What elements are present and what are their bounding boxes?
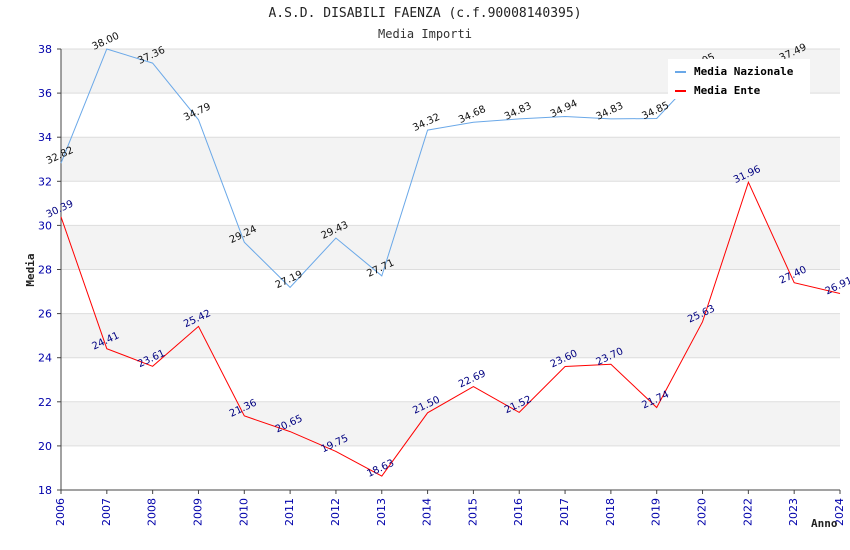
x-tick-label: 2009 xyxy=(191,498,204,526)
grid-band xyxy=(61,401,840,446)
y-tick-label: 18 xyxy=(38,484,52,497)
y-tick-label: 24 xyxy=(38,352,52,365)
y-axis-label: Media xyxy=(24,253,37,286)
x-tick-label: 2019 xyxy=(650,498,663,526)
x-tick-label: 2024 xyxy=(833,498,846,526)
y-tick-label: 34 xyxy=(38,131,52,144)
grid-band xyxy=(61,313,840,358)
x-tick-label: 2008 xyxy=(146,498,159,526)
y-tick-label: 32 xyxy=(38,175,52,188)
y-tick-label: 38 xyxy=(38,43,52,56)
x-tick-label: 2014 xyxy=(421,498,434,526)
x-tick-label: 2018 xyxy=(604,498,617,526)
x-tick-label: 2015 xyxy=(466,498,479,526)
x-tick-label: 2022 xyxy=(741,498,754,526)
series-lines xyxy=(60,49,841,477)
legend: Media Nazionale Media Ente xyxy=(668,59,810,99)
x-tick-label: 2016 xyxy=(512,498,525,526)
x-axis-label: Anno xyxy=(811,517,838,530)
data-label: 18.63 xyxy=(365,458,396,480)
y-tick-label: 26 xyxy=(38,308,52,321)
grid-band xyxy=(61,137,840,182)
series-line-ente xyxy=(60,180,841,477)
grid-band xyxy=(61,225,840,270)
chart-title: A.S.D. DISABILI FAENZA (c.f.90008140395) xyxy=(268,6,582,21)
data-label: 34.32 xyxy=(411,112,442,134)
grid-bands xyxy=(61,49,840,446)
x-tick-label: 2010 xyxy=(237,498,250,526)
data-label: 34.83 xyxy=(595,101,626,123)
x-tick-label: 2012 xyxy=(329,498,342,526)
x-tick-label: 2011 xyxy=(283,498,296,526)
data-label: 26.91 xyxy=(824,275,850,297)
chart-subtitle: Media Importi xyxy=(378,27,472,41)
legend-label-nazionale: Media Nazionale xyxy=(694,65,794,78)
x-tick-label: 2020 xyxy=(696,498,709,526)
x-tick-label: 2006 xyxy=(54,498,67,526)
y-tick-label: 22 xyxy=(38,396,52,409)
y-tick-label: 36 xyxy=(38,87,52,100)
data-label: 27.19 xyxy=(274,269,305,291)
grid-lines xyxy=(61,48,840,491)
data-label: 30.39 xyxy=(45,198,76,220)
x-tick-label: 2017 xyxy=(558,498,571,526)
legend-box xyxy=(668,59,810,99)
y-tick-label: 20 xyxy=(38,440,52,453)
y-tick-label: 30 xyxy=(38,219,52,232)
x-tick-label: 2007 xyxy=(100,498,113,526)
x-tick-label: 2023 xyxy=(787,498,800,526)
x-tick-label: 2013 xyxy=(375,498,388,526)
legend-label-ente: Media Ente xyxy=(694,84,761,97)
y-tick-label: 28 xyxy=(38,264,52,277)
